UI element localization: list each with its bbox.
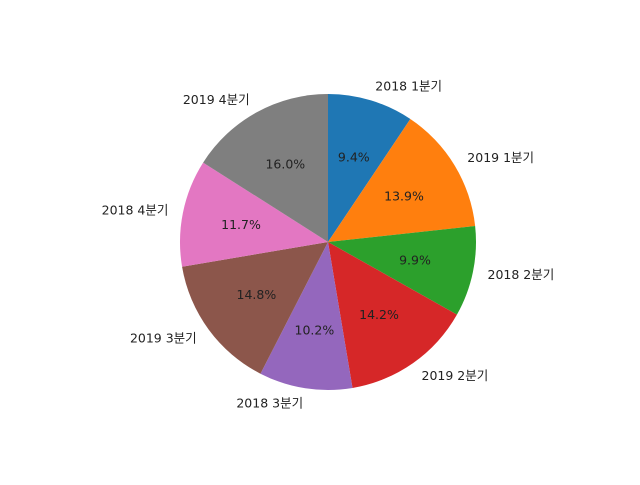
pie-slices: [179, 94, 476, 391]
slice-percent-label: 14.8%: [237, 287, 277, 302]
pie-slice: [260, 242, 353, 391]
pie-slice: [203, 94, 328, 242]
slice-percent-label: 9.9%: [399, 252, 431, 267]
pie-slice: [328, 94, 411, 242]
slice-percent-label: 11.7%: [221, 217, 261, 232]
slice-category-label: 2019 4분기: [183, 92, 250, 107]
slice-category-label: 2018 2분기: [488, 267, 555, 282]
pie-labels: 2018 1분기 9.4% 2019 1분기 13.9% 2018 2분기 9.9% 201…: [102, 79, 555, 411]
slice-category-label: 2018 4분기: [102, 202, 169, 217]
pie-slice: [328, 226, 476, 315]
slice-percent-label: 16.0%: [265, 157, 305, 172]
slice-category-label: 2019 3분기: [130, 331, 197, 346]
slice-percent-label: 9.4%: [338, 150, 370, 165]
slice-category-label: 2019 2분기: [422, 368, 489, 383]
pie-slice: [328, 242, 457, 388]
slice-percent-label: 13.9%: [384, 189, 424, 204]
slice-percent-label: 10.2%: [295, 322, 335, 337]
pie-slice: [179, 162, 328, 267]
slice-category-label: 2018 1분기: [375, 79, 442, 94]
pie-slice: [328, 119, 476, 242]
pie-slice: [182, 242, 328, 374]
slice-percent-label: 14.2%: [359, 307, 399, 322]
slice-category-label: 2018 3분기: [236, 395, 303, 410]
slice-category-label: 2019 1분기: [467, 150, 534, 165]
